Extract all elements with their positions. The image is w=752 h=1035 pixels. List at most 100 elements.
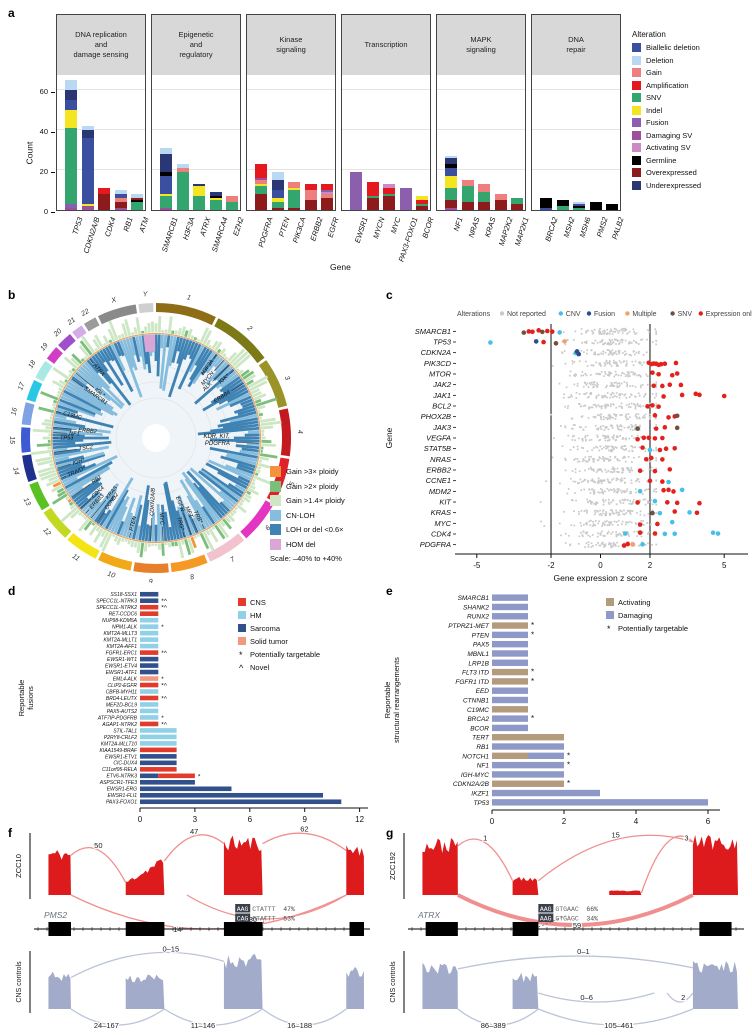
not-reported-dot [617,428,619,430]
controls-track-label: CNS controls [390,961,397,1003]
not-reported-dot [634,354,636,356]
bar-label: KIAA1549-BRAF [99,748,137,754]
altered-dot-CNV [488,340,493,345]
not-reported-dot [633,403,635,405]
not-reported-dot [590,374,592,376]
gain-bar [182,540,183,544]
gain-bar [119,335,120,338]
not-reported-dot [593,447,595,449]
not-reported-dot [621,492,623,494]
not-reported-dot [613,488,615,490]
not-reported-dot [608,499,610,501]
legend-item: Gain >1.4× ploidy [270,495,380,506]
not-reported-dot [603,460,605,462]
altered-dot-EXP [638,468,643,473]
altered-dot-SNV [540,330,545,335]
chromosome-arc-X [100,309,136,320]
junction-count: 2 [681,993,685,1002]
bar-label: KMT2A-AFF1 [106,644,137,650]
junction-count: 14 [173,925,181,934]
not-reported-dot [580,525,582,527]
not-reported-dot [583,459,585,461]
not-reported-dot [618,520,620,522]
not-reported-dot [628,371,630,373]
not-reported-dot [633,329,635,331]
gain-bar [255,400,261,402]
not-reported-dot [652,341,654,343]
bar-PIK3CA [288,75,300,210]
x-tick-label: -5 [473,561,481,570]
not-reported-dot [611,353,613,355]
not-reported-dot [597,436,599,438]
altered-dot-CNV [711,530,716,535]
not-reported-dot [609,542,611,544]
not-reported-dot [617,492,619,494]
gain-bar [198,339,199,341]
not-reported-dot [613,360,615,362]
not-reported-dot [606,520,608,522]
coverage-block [48,850,71,895]
not-reported-dot [622,330,624,332]
coverage-block [224,954,263,1009]
hom-del-wedge [144,343,155,344]
not-reported-dot [617,459,619,461]
bar-segment-cns [140,767,177,772]
not-reported-dot [607,392,609,394]
not-reported-dot [611,384,613,386]
legend-label: Indel [646,106,662,115]
not-reported-dot [581,328,583,330]
not-reported-dot [592,521,594,523]
altered-dot-EXP [697,501,702,506]
bar-segment-hm [140,624,158,629]
not-reported-dot [588,520,590,522]
bar-segment-hm [140,689,158,694]
not-reported-dot [617,524,619,526]
not-reported-dot [609,417,611,419]
not-reported-dot [572,363,574,365]
not-reported-dot [564,458,566,460]
segment-overexpressed [131,198,143,200]
not-reported-dot [585,456,587,458]
bar-H3F3A [177,75,189,210]
not-reported-dot [627,333,629,335]
not-reported-dot [611,468,613,470]
dotplot-gene-label: MDM2 [429,487,452,496]
segment-biallelic_deletion [65,100,77,110]
legend-swatch [632,143,641,152]
altered-dot-EXP [641,436,646,441]
not-reported-dot [581,534,583,536]
altered-dot-EXP [671,489,676,494]
dotplot-gene-label: KRAS [431,508,451,517]
junction-arc [263,833,347,850]
not-reported-dot [567,407,569,409]
not-reported-dot [581,510,583,512]
not-reported-dot [655,480,657,482]
not-reported-dot [559,523,561,525]
bar-label: RET-CCDC6 [109,612,138,618]
x-tick-label: -2 [547,561,555,570]
chromosome-arc-20 [61,337,73,348]
not-reported-dot [585,460,587,462]
not-reported-dot [601,333,603,335]
not-reported-dot [590,394,592,396]
not-reported-dot [590,407,592,409]
segment-deletion [115,190,127,194]
not-reported-dot [642,384,644,386]
chromosome-arc-15 [25,428,26,453]
not-reported-dot [613,513,615,515]
not-reported-dot [567,493,569,495]
not-reported-dot [635,522,637,524]
not-reported-dot [627,533,629,535]
chromosome-label-22: 22 [79,308,90,318]
segment-snv [478,192,490,202]
not-reported-dot [655,403,657,405]
not-reported-dot [587,461,589,463]
legend-dot [699,311,703,315]
altered-dot-EXP [648,479,653,484]
not-reported-dot [593,404,595,406]
not-reported-dot [632,510,634,512]
not-reported-dot [564,425,566,427]
not-reported-dot [618,374,620,376]
not-reported-dot [612,524,614,526]
